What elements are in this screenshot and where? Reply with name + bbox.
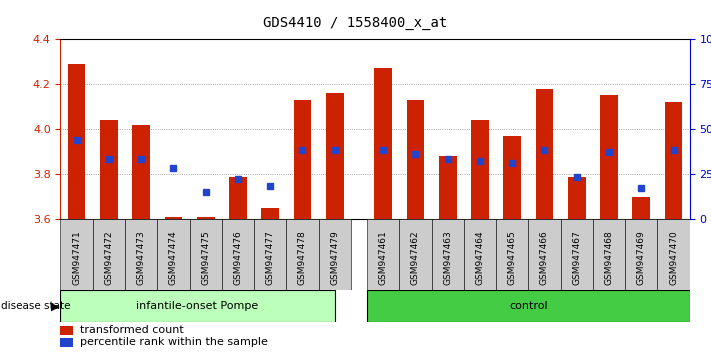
Text: GSM947461: GSM947461: [379, 230, 387, 285]
Text: GSM947468: GSM947468: [604, 230, 614, 285]
Bar: [471, 120, 488, 219]
Bar: [157, 219, 190, 290]
Bar: [60, 219, 92, 290]
Text: GSM947462: GSM947462: [411, 230, 420, 285]
Bar: [60, 290, 335, 322]
Bar: [229, 177, 247, 219]
Bar: [222, 219, 254, 290]
Bar: [528, 219, 560, 290]
Bar: [658, 219, 690, 290]
Bar: [600, 95, 618, 219]
Text: GSM947478: GSM947478: [298, 230, 307, 285]
Text: control: control: [509, 301, 547, 311]
Bar: [560, 219, 593, 290]
Bar: [164, 217, 182, 219]
Bar: [132, 125, 150, 219]
Bar: [400, 219, 432, 290]
Bar: [125, 219, 157, 290]
Text: percentile rank within the sample: percentile rank within the sample: [80, 337, 268, 347]
Bar: [407, 100, 424, 219]
Bar: [464, 219, 496, 290]
Bar: [262, 208, 279, 219]
Text: disease state: disease state: [1, 301, 71, 311]
Bar: [432, 219, 464, 290]
Bar: [503, 136, 521, 219]
Text: GSM947471: GSM947471: [72, 230, 81, 285]
Bar: [100, 120, 118, 219]
Bar: [287, 219, 319, 290]
Text: GSM947463: GSM947463: [443, 230, 452, 285]
Text: infantile-onset Pompe: infantile-onset Pompe: [137, 301, 259, 311]
Bar: [197, 217, 215, 219]
Bar: [367, 290, 690, 322]
Text: GSM947475: GSM947475: [201, 230, 210, 285]
Bar: [294, 100, 311, 219]
Text: GSM947477: GSM947477: [266, 230, 274, 285]
Bar: [326, 93, 343, 219]
Text: GDS4410 / 1558400_x_at: GDS4410 / 1558400_x_at: [263, 16, 448, 30]
Bar: [367, 219, 400, 290]
Text: GSM947466: GSM947466: [540, 230, 549, 285]
Bar: [190, 219, 222, 290]
Bar: [319, 219, 351, 290]
Bar: [535, 88, 553, 219]
Bar: [625, 219, 658, 290]
Text: GSM947470: GSM947470: [669, 230, 678, 285]
Bar: [254, 219, 287, 290]
Text: ▶: ▶: [51, 301, 60, 311]
Text: GSM947472: GSM947472: [105, 230, 113, 285]
Bar: [439, 156, 456, 219]
Bar: [496, 219, 528, 290]
Bar: [60, 338, 73, 347]
Bar: [60, 326, 73, 335]
Text: GSM947465: GSM947465: [508, 230, 517, 285]
Text: transformed count: transformed count: [80, 325, 183, 335]
Text: GSM947473: GSM947473: [137, 230, 146, 285]
Text: GSM947464: GSM947464: [476, 230, 484, 285]
Text: GSM947467: GSM947467: [572, 230, 581, 285]
Bar: [593, 219, 625, 290]
Text: GSM947474: GSM947474: [169, 230, 178, 285]
Bar: [68, 64, 85, 219]
Text: GSM947479: GSM947479: [330, 230, 339, 285]
Text: GSM947469: GSM947469: [637, 230, 646, 285]
Bar: [568, 177, 586, 219]
Text: GSM947476: GSM947476: [233, 230, 242, 285]
Bar: [665, 102, 683, 219]
Bar: [632, 197, 650, 219]
Bar: [374, 68, 392, 219]
Bar: [92, 219, 125, 290]
